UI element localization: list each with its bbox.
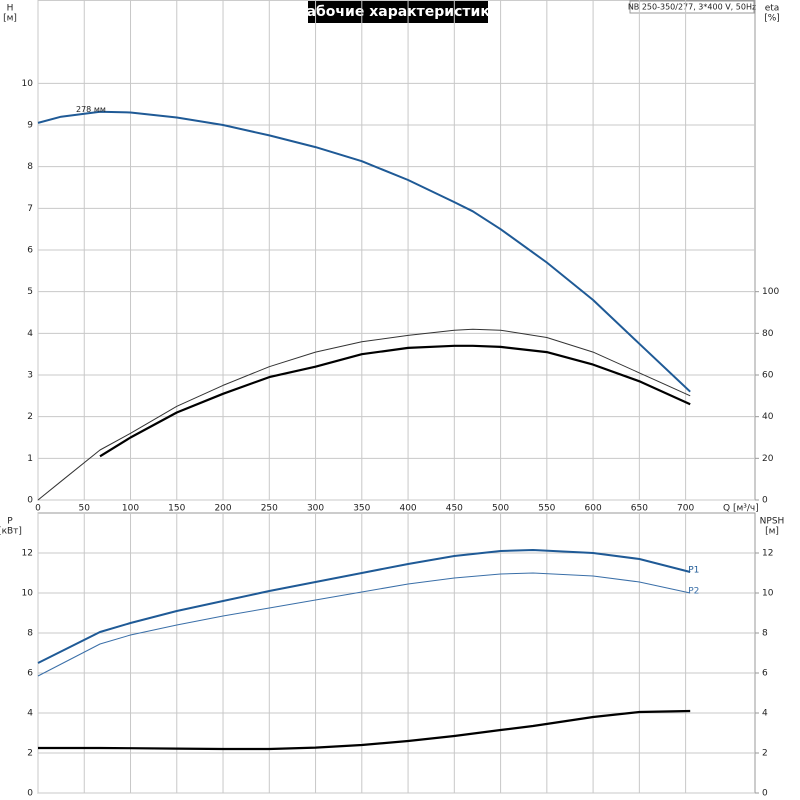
x-tick-label: 600 (585, 504, 602, 514)
y2-tick-label: 8 (762, 629, 768, 639)
chart-subtitle: NB 250-350/277, 3*400 V, 50Hz (628, 3, 756, 12)
y2-tick-label: 12 (762, 549, 773, 559)
series-label: P1 (688, 566, 699, 576)
y-tick-label: 2 (27, 412, 33, 422)
plot-frame (37, 512, 756, 794)
y2-tick-label: 100 (762, 287, 779, 297)
x-tick-label: 350 (353, 504, 370, 514)
y-tick-label: 1 (27, 454, 33, 464)
y-tick-label: 10 (22, 589, 34, 599)
y2-tick-label: 4 (762, 709, 768, 719)
x-tick-label: 200 (214, 504, 231, 514)
y-axis-label: P (7, 517, 13, 527)
y-tick-label: 7 (27, 204, 33, 214)
y-axis-unit: [кВт] (0, 527, 22, 537)
title-box (308, 1, 488, 23)
x-tick-label: 150 (168, 504, 185, 514)
y2-tick-label: 10 (762, 589, 774, 599)
y2-tick-label: 40 (762, 412, 774, 422)
y2-tick-label: 0 (762, 496, 768, 506)
y2-tick-label: 0 (762, 789, 768, 799)
y-tick-label: 8 (27, 162, 33, 172)
y-tick-label: 0 (27, 496, 33, 506)
y-tick-label: 6 (27, 246, 33, 256)
x-tick-label: 100 (122, 504, 139, 514)
y-axis-unit: [м] (3, 14, 17, 24)
x-tick-label: 550 (538, 504, 555, 514)
y-tick-label: 12 (22, 549, 33, 559)
y2-axis-unit: [м] (765, 527, 779, 537)
y-tick-label: 2 (27, 749, 33, 759)
y2-tick-label: 20 (762, 454, 774, 464)
y2-tick-label: 80 (762, 329, 774, 339)
subtitle-box (629, 0, 755, 14)
y-tick-label: 9 (27, 121, 33, 131)
x-axis-label: Q [м³/ч] (723, 504, 759, 514)
x-tick-label: 250 (261, 504, 278, 514)
y2-tick-label: 60 (762, 371, 774, 381)
y-tick-label: 0 (27, 789, 33, 799)
x-tick-label: 650 (631, 504, 648, 514)
series-line (37, 110, 691, 393)
y-tick-label: 3 (27, 371, 33, 381)
x-tick-label: 700 (677, 504, 694, 514)
series-line (99, 344, 691, 458)
series-line (38, 709, 691, 751)
series-line (37, 328, 691, 501)
series-line (37, 572, 691, 677)
x-tick-label: 500 (492, 504, 509, 514)
y2-axis-unit: [%] (764, 14, 780, 24)
y-tick-label: 10 (22, 79, 34, 89)
y-axis-label: H (7, 4, 14, 14)
series-line (37, 549, 691, 664)
x-tick-label: 450 (446, 504, 463, 514)
y2-axis-label: eta (765, 4, 780, 14)
y2-tick-label: 6 (762, 669, 768, 679)
chart-title: Рабочие характеристики (296, 4, 499, 20)
series-label: P2 (688, 587, 699, 597)
y-tick-label: 6 (27, 669, 33, 679)
x-tick-label: 0 (35, 504, 41, 514)
x-tick-label: 50 (79, 504, 91, 514)
y-tick-label: 4 (27, 329, 33, 339)
x-tick-label: 400 (399, 504, 416, 514)
y2-axis-label: NPSH (760, 517, 785, 527)
curve-annotation: 278 мм (76, 105, 106, 114)
y2-tick-label: 2 (762, 749, 768, 759)
y-tick-label: 8 (27, 629, 33, 639)
x-tick-label: 300 (307, 504, 324, 514)
y-tick-label: 5 (27, 287, 33, 297)
y-tick-label: 4 (27, 709, 33, 719)
